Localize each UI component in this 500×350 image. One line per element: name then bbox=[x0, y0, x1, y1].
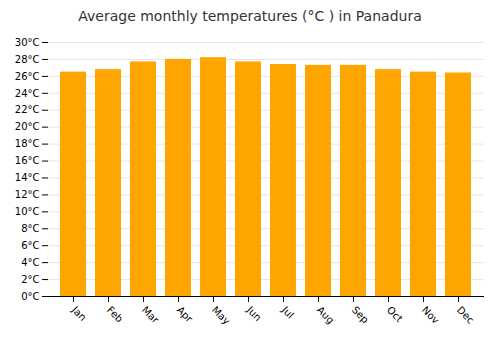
svg-text:12°C: 12°C bbox=[15, 189, 40, 200]
svg-text:10°C: 10°C bbox=[15, 206, 40, 217]
svg-text:6°C: 6°C bbox=[21, 240, 39, 251]
svg-text:Mar: Mar bbox=[140, 304, 162, 326]
svg-text:14°C: 14°C bbox=[15, 172, 40, 183]
svg-text:24°C: 24°C bbox=[15, 88, 40, 99]
svg-text:8°C: 8°C bbox=[21, 223, 39, 234]
svg-text:Jul: Jul bbox=[279, 304, 296, 321]
svg-text:Jun: Jun bbox=[244, 304, 264, 324]
svg-text:May: May bbox=[210, 304, 232, 326]
html-text:Average monthly temperatures (: Average monthly temperatures (°C ) in Pa… bbox=[78, 8, 422, 24]
svg-text:18°C: 18°C bbox=[15, 138, 40, 149]
svg-text:16°C: 16°C bbox=[15, 155, 40, 166]
svg-text:20°C: 20°C bbox=[15, 121, 40, 132]
svg-text:Aug: Aug bbox=[315, 304, 337, 326]
svg-text:Oct: Oct bbox=[385, 304, 405, 324]
svg-text:4°C: 4°C bbox=[21, 257, 39, 268]
svg-text:Apr: Apr bbox=[175, 304, 196, 325]
svg-text:28°C: 28°C bbox=[15, 54, 40, 65]
svg-text:Nov: Nov bbox=[420, 304, 442, 326]
svg-text:Jan: Jan bbox=[69, 304, 88, 323]
svg-text:26°C: 26°C bbox=[15, 71, 40, 82]
svg-text:Sep: Sep bbox=[350, 304, 371, 325]
svg-text:Feb: Feb bbox=[105, 304, 125, 324]
svg-text:Dec: Dec bbox=[455, 304, 476, 325]
svg-text:22°C: 22°C bbox=[15, 104, 40, 115]
svg-text:0°C: 0°C bbox=[21, 291, 39, 302]
svg-text:30°C: 30°C bbox=[15, 37, 40, 48]
svg-text:2°C: 2°C bbox=[21, 274, 39, 285]
